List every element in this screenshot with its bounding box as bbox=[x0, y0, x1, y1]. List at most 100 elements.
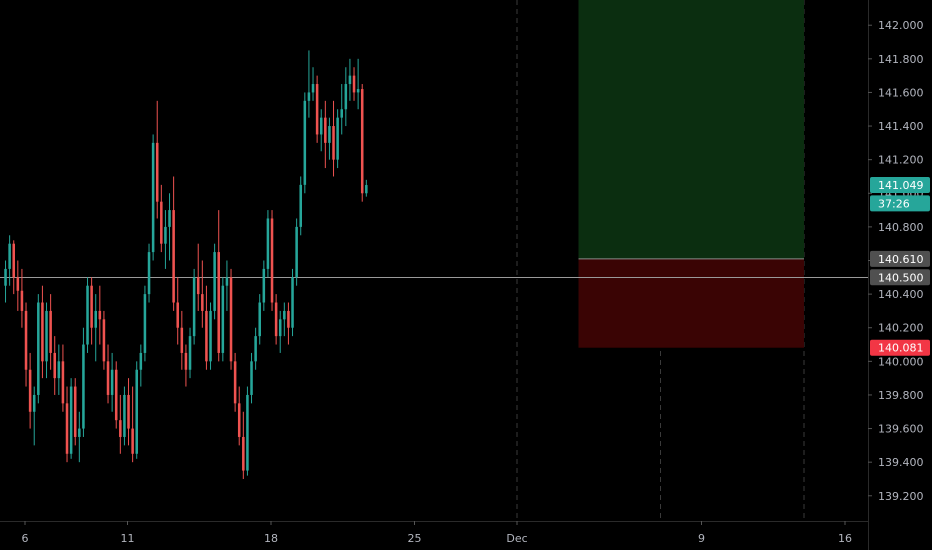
countdown-label-background bbox=[870, 195, 930, 212]
candle bbox=[41, 285, 44, 379]
price-tick-label: 139.400 bbox=[878, 456, 924, 469]
candle-body bbox=[37, 302, 40, 395]
candle-body bbox=[4, 268, 7, 286]
candle-body bbox=[12, 243, 15, 278]
candle bbox=[196, 243, 200, 311]
time-tick-label: 6 bbox=[22, 532, 29, 545]
candle-body bbox=[131, 428, 134, 454]
candle-body bbox=[94, 310, 97, 328]
candle-body bbox=[16, 277, 20, 291]
candle-body bbox=[311, 84, 315, 93]
candle bbox=[254, 327, 257, 370]
candle bbox=[168, 193, 171, 261]
candle-body bbox=[98, 310, 102, 320]
candle bbox=[192, 268, 196, 345]
candle bbox=[172, 176, 175, 311]
price-tick-label: 141.600 bbox=[878, 86, 924, 99]
price-tick-label: 141.200 bbox=[878, 154, 924, 167]
time-tick-label: 9 bbox=[698, 532, 705, 545]
candle-body bbox=[242, 436, 245, 471]
candle bbox=[344, 67, 348, 127]
candle-body bbox=[307, 92, 311, 101]
profit-zone bbox=[578, 0, 804, 259]
candle bbox=[114, 361, 118, 429]
candle bbox=[319, 109, 323, 152]
time-tick-label: Dec bbox=[506, 532, 527, 545]
candle bbox=[45, 302, 48, 379]
candle bbox=[348, 58, 352, 101]
candle bbox=[237, 386, 241, 446]
candle bbox=[356, 58, 360, 110]
candle bbox=[262, 260, 266, 311]
candle bbox=[188, 327, 192, 379]
candle bbox=[266, 210, 270, 278]
candle-body bbox=[217, 252, 220, 353]
candle-body bbox=[332, 126, 335, 160]
candle bbox=[278, 310, 282, 353]
candle bbox=[336, 109, 339, 169]
candle bbox=[73, 378, 77, 446]
candle-body bbox=[65, 403, 69, 454]
candle-body bbox=[283, 310, 286, 320]
candle-body bbox=[205, 310, 208, 362]
candle bbox=[365, 179, 368, 197]
candle bbox=[270, 210, 274, 311]
current-price-label-text: 141.049 bbox=[878, 179, 924, 192]
candle-body bbox=[237, 403, 241, 437]
time-tick-label: 16 bbox=[838, 532, 852, 545]
candle bbox=[98, 285, 102, 345]
candle-body bbox=[303, 100, 307, 185]
candle-body bbox=[221, 285, 225, 353]
candle-body bbox=[340, 109, 343, 118]
price-labels: 141.049 37:26 140.610 140.500 140.081 bbox=[870, 177, 930, 356]
candle-body bbox=[20, 290, 24, 311]
candle bbox=[233, 352, 237, 412]
candle-body bbox=[315, 84, 319, 135]
candle bbox=[37, 294, 40, 404]
candle-body bbox=[188, 336, 192, 370]
candle bbox=[106, 344, 110, 404]
candle-body bbox=[274, 302, 278, 337]
price-tick-label: 140.800 bbox=[878, 221, 924, 234]
candle-body bbox=[254, 336, 257, 362]
candle bbox=[328, 117, 331, 160]
candle-body bbox=[229, 277, 233, 362]
candle bbox=[176, 277, 179, 345]
candle-body bbox=[201, 294, 204, 311]
candle bbox=[139, 344, 143, 387]
current-price-label: 141.049 bbox=[870, 177, 930, 194]
candle bbox=[49, 294, 52, 370]
candle-body bbox=[270, 218, 274, 303]
candle-body bbox=[225, 277, 229, 286]
countdown-label-text: 37:26 bbox=[878, 197, 910, 210]
price-tick-label: 139.200 bbox=[878, 490, 924, 503]
candle-body bbox=[164, 226, 167, 244]
candle-body bbox=[213, 252, 216, 311]
candle bbox=[4, 260, 7, 303]
candle bbox=[160, 184, 163, 253]
candle bbox=[90, 277, 93, 345]
time-tick-label: 25 bbox=[408, 532, 422, 545]
candle bbox=[250, 352, 253, 404]
candle bbox=[340, 84, 343, 135]
time-axis[interactable]: 6 11 18 25 Dec 9 16 bbox=[0, 521, 868, 545]
candle-body bbox=[143, 294, 147, 353]
candle bbox=[57, 344, 61, 395]
candle bbox=[332, 100, 335, 177]
candle bbox=[283, 302, 286, 337]
candle bbox=[258, 294, 261, 345]
candle-body bbox=[82, 344, 85, 429]
candle bbox=[221, 277, 225, 362]
stop-price-label: 140.081 bbox=[870, 339, 930, 356]
gridlines bbox=[516, 0, 805, 521]
candle bbox=[127, 378, 130, 446]
long-position-tool[interactable] bbox=[578, 0, 805, 348]
candle-body bbox=[45, 310, 48, 362]
candle bbox=[147, 243, 151, 303]
entry-price-label: 140.610 bbox=[870, 250, 930, 267]
candle-body bbox=[209, 310, 212, 362]
candle bbox=[32, 386, 36, 446]
candle bbox=[299, 176, 302, 236]
candle-body bbox=[110, 369, 114, 395]
